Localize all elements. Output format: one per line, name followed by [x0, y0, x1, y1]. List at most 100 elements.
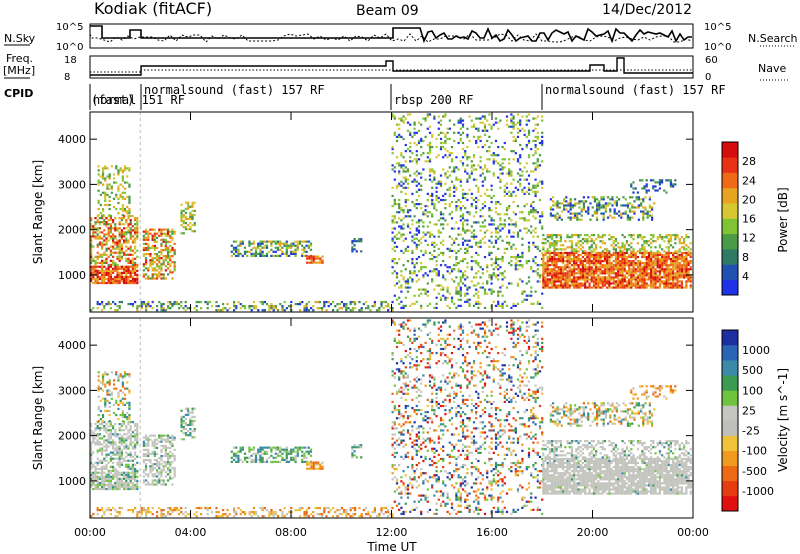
- heatmap-cell: [131, 435, 134, 438]
- heatmap-cell: [464, 251, 467, 255]
- heatmap-cell: [614, 282, 618, 285]
- heatmap-cell: [623, 284, 626, 287]
- heatmap-cell: [614, 255, 618, 259]
- heatmap-cell: [325, 309, 328, 312]
- heatmap-cell: [250, 305, 253, 308]
- heatmap-cell: [581, 255, 585, 259]
- heatmap-cell: [90, 465, 93, 468]
- heatmap-cell: [453, 249, 456, 253]
- heatmap-cell: [546, 272, 549, 275]
- heatmap-cell: [588, 246, 591, 249]
- heatmap-cell: [523, 129, 526, 132]
- heatmap-cell: [514, 247, 517, 250]
- heatmap-cell: [536, 300, 539, 303]
- heatmap-cell: [92, 235, 95, 238]
- heatmap-cell: [112, 205, 116, 209]
- heatmap-cell: [191, 203, 194, 206]
- heatmap-cell: [404, 143, 407, 147]
- heatmap-cell: [94, 423, 97, 426]
- heatmap-cell: [586, 260, 589, 263]
- heatmap-cell: [486, 194, 489, 198]
- heatmap-cell: [424, 178, 427, 181]
- heatmap-cell: [525, 282, 528, 285]
- heatmap-cell: [632, 270, 635, 273]
- heatmap-cell: [395, 298, 399, 301]
- heatmap-cell: [678, 272, 681, 275]
- heatmap-cell: [411, 180, 414, 183]
- heatmap-cell: [530, 286, 533, 289]
- heatmap-cell: [116, 463, 119, 466]
- heatmap-cell: [466, 198, 469, 202]
- heatmap-cell: [127, 214, 130, 218]
- heatmap-cell: [534, 227, 537, 230]
- heatmap-cell: [541, 274, 544, 277]
- heatmap-cell: [98, 253, 101, 256]
- heatmap-cell: [162, 261, 165, 264]
- heatmap-cell: [555, 257, 558, 261]
- heatmap-cell: [136, 309, 139, 312]
- heatmap-cell: [420, 288, 423, 291]
- heatmap-cell: [586, 276, 589, 279]
- heatmap-cell: [466, 239, 469, 242]
- heatmap-cell: [672, 264, 675, 267]
- heatmap-cell: [553, 272, 556, 275]
- heatmap-cell: [391, 272, 394, 275]
- heatmap-cell: [211, 305, 214, 308]
- heatmap-cell: [667, 240, 670, 243]
- heatmap-cell: [351, 300, 354, 304]
- heatmap-cell: [556, 200, 559, 203]
- heatmap-cell: [646, 214, 649, 217]
- heatmap-cell: [420, 241, 423, 244]
- heatmap-cell: [595, 280, 598, 283]
- heatmap-cell: [404, 166, 407, 169]
- heatmap-cell: [685, 266, 688, 269]
- heatmap-cell: [497, 213, 500, 216]
- heatmap-cell: [118, 277, 121, 281]
- heatmap-cell: [680, 272, 684, 275]
- heatmap-cell: [617, 198, 621, 201]
- heatmap-cell: [527, 182, 531, 185]
- heatmap-cell: [127, 481, 130, 485]
- heatmap-cell: [420, 139, 423, 143]
- heatmap-cell: [570, 274, 574, 277]
- heatmap-cell: [409, 231, 412, 234]
- heatmap-cell: [125, 443, 128, 446]
- heatmap-cell: [617, 280, 620, 283]
- heatmap-cell: [127, 475, 130, 478]
- heatmap-cell: [123, 187, 127, 190]
- heatmap-cell: [499, 164, 502, 167]
- heatmap-cell: [532, 211, 535, 214]
- heatmap-cell: [343, 305, 346, 308]
- heatmap-cell: [120, 243, 123, 246]
- heatmap-cell: [676, 236, 679, 239]
- heatmap-cell: [94, 461, 97, 464]
- heatmap-cell: [120, 443, 123, 446]
- heatmap-cell: [592, 280, 596, 283]
- heatmap-cell: [136, 469, 139, 473]
- heatmap-cell: [564, 284, 567, 287]
- heatmap-cell: [663, 270, 666, 273]
- heatmap-cell: [446, 150, 449, 153]
- heatmap-cell: [546, 262, 549, 265]
- heatmap-cell: [643, 282, 646, 285]
- heatmap-cell: [169, 263, 172, 266]
- heatmap-cell: [428, 125, 432, 128]
- heatmap-cell: [114, 453, 117, 456]
- heatmap-cell: [642, 214, 645, 217]
- heatmap-cell: [98, 275, 101, 279]
- heatmap-cell: [579, 257, 582, 261]
- heatmap-cell: [612, 236, 615, 239]
- heatmap-cell: [395, 237, 399, 240]
- heatmap-cell: [606, 272, 609, 275]
- heatmap-cell: [428, 131, 432, 134]
- heatmap-cell: [164, 255, 167, 258]
- heatmap-cell: [428, 178, 432, 181]
- heatmap-cell: [373, 302, 376, 306]
- heatmap-cell: [519, 123, 522, 126]
- heatmap-cell: [645, 191, 648, 194]
- heatmap-cell: [538, 164, 542, 167]
- heatmap-cell: [118, 249, 121, 252]
- heatmap-cell: [115, 413, 118, 417]
- heatmap-cell: [595, 238, 598, 241]
- heatmap-cell: [546, 286, 549, 289]
